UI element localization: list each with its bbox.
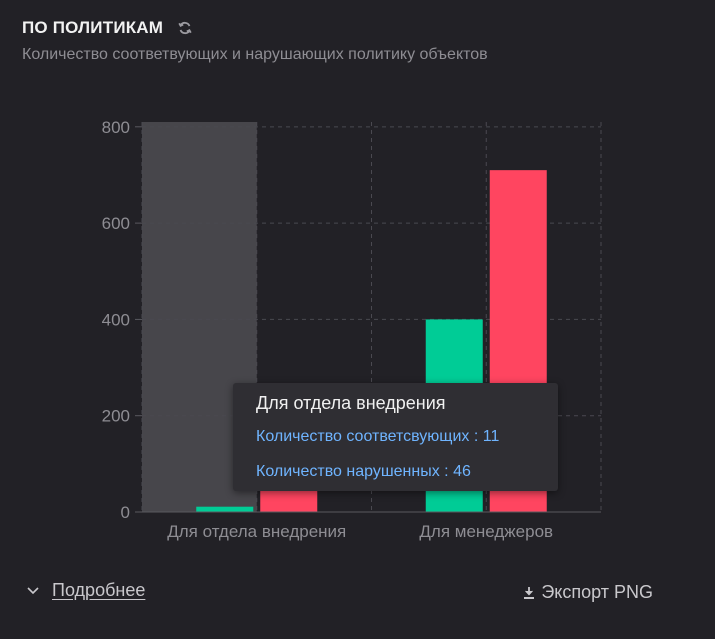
tooltip-line-violated: Количество нарушенных : 46 — [256, 463, 471, 480]
y-tick-label: 400 — [102, 310, 130, 329]
x-tick-label: Для отдела внедрения — [167, 522, 346, 541]
y-tick-label: 0 — [121, 503, 130, 522]
refresh-icon[interactable] — [177, 20, 193, 36]
export-label: Экспорт PNG — [541, 582, 653, 602]
bar — [196, 506, 254, 512]
details-link[interactable]: Подробнее — [52, 580, 146, 600]
tooltip-line-compliant: Количество соответсвующих : 11 — [256, 428, 500, 445]
chart-tooltip: Для отдела внедрения Количество соответс… — [233, 383, 558, 491]
export-png-button[interactable]: Экспорт PNG — [523, 582, 653, 603]
chart-title: ПО ПОЛИТИКАМ — [22, 18, 164, 37]
tooltip-title: Для отдела внедрения — [256, 393, 446, 413]
download-icon — [524, 586, 535, 599]
chart-header: ПО ПОЛИТИКАМ Количество соответвующих и … — [22, 18, 488, 64]
chevron-down-icon — [27, 586, 39, 594]
details-toggle[interactable]: Подробнее — [26, 580, 145, 601]
y-tick-label: 600 — [102, 214, 130, 233]
chart-subtitle: Количество соответвующих и нарушающих по… — [22, 46, 488, 63]
y-tick-label: 200 — [102, 407, 130, 426]
y-tick-label: 800 — [102, 118, 130, 137]
bar — [260, 489, 318, 512]
x-tick-label: Для менеджеров — [419, 522, 553, 541]
